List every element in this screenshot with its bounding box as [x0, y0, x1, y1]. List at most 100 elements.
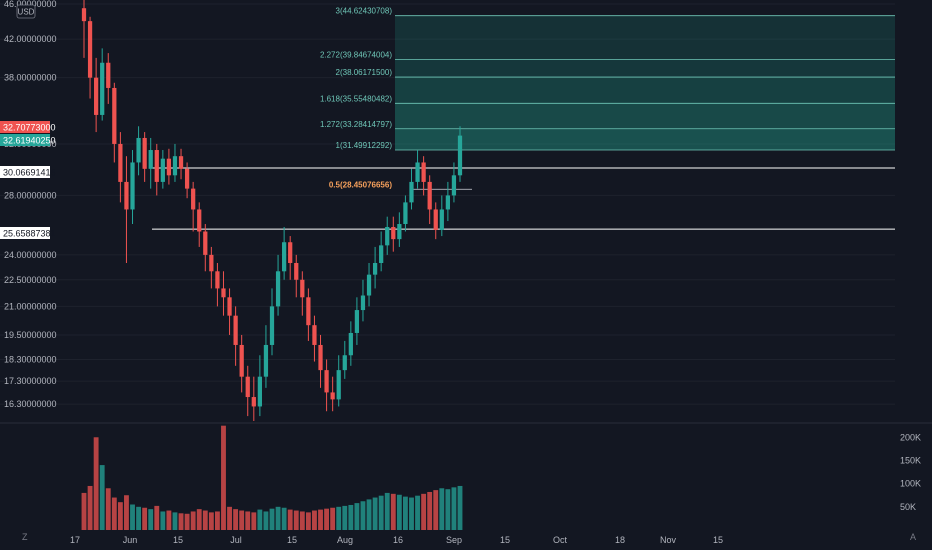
candle-body [342, 355, 347, 371]
candle-body [166, 158, 172, 176]
candle-body [148, 150, 153, 169]
candle-body [251, 397, 256, 407]
candle-body [439, 209, 444, 230]
candle-body [221, 288, 226, 298]
volume-bar [318, 509, 323, 530]
volume-bar [87, 485, 93, 530]
time-tick-label: 17 [70, 535, 80, 545]
candle-body [294, 262, 299, 280]
time-tick-label: Jun [123, 535, 138, 545]
fib-level-label: 1.272(33.28414797) [320, 120, 392, 129]
candle-body [233, 315, 238, 345]
volume-bar [111, 497, 117, 530]
price-tag-label: 32.70773000 [3, 123, 56, 133]
fibonacci-extension-zones[interactable] [395, 15, 895, 190]
volume-bar [396, 494, 402, 530]
candle-body [427, 181, 432, 210]
volume-series [81, 425, 463, 530]
fib-level-label: 1.618(35.55480482) [320, 94, 392, 103]
time-tick-label: 18 [615, 535, 625, 545]
price-tick-label: 38.00000000 [4, 73, 57, 83]
volume-bar [421, 493, 427, 530]
volume-bar [348, 504, 354, 530]
volume-bar [372, 497, 378, 530]
candle-body [360, 295, 366, 311]
candle-body [172, 156, 178, 176]
candle-body [397, 224, 402, 240]
volume-bar [202, 510, 208, 530]
candle-body [257, 376, 262, 407]
volume-tick-label: 150K [900, 455, 921, 465]
price-tag-box [0, 166, 50, 178]
candle-body [282, 242, 287, 272]
volume-bar [330, 507, 336, 530]
candle-body [160, 158, 165, 182]
time-tick-label: Sep [446, 535, 462, 545]
candle-body [239, 344, 244, 377]
volume-bar [354, 503, 360, 530]
candle-body [354, 310, 360, 333]
volume-bar [451, 487, 457, 530]
volume-bar [239, 510, 245, 530]
fib-level-label: 3(44.62430708) [336, 7, 393, 16]
volume-bar [336, 506, 342, 530]
zoom-icon[interactable]: Z [22, 532, 28, 542]
volume-bar [366, 499, 372, 530]
candle-body [336, 370, 341, 400]
candle-body [136, 137, 141, 163]
volume-bar [93, 437, 99, 530]
time-tick-label: 15 [713, 535, 723, 545]
volume-bar [457, 485, 463, 530]
currency-badge: USD [16, 4, 36, 19]
fib-level-label: 2(38.06171500) [336, 68, 393, 77]
volume-bar [245, 511, 251, 530]
candle-body [209, 254, 214, 272]
volume-bar [402, 496, 408, 530]
volume-bar [105, 488, 111, 530]
candle-body [100, 62, 105, 115]
fib-zone [395, 128, 895, 151]
volume-bar [293, 510, 299, 530]
candle-body [154, 150, 159, 182]
candle-body [191, 188, 196, 210]
time-tick-label: 15 [287, 535, 297, 545]
fib-level-label: 1(31.49912292) [336, 141, 393, 150]
candle-body [324, 370, 329, 393]
fib-zone [395, 103, 895, 129]
time-axis[interactable]: 17 Jun 15 Jul 15 Aug 16 Sep 15 Oct 18 Nov 15 [70, 535, 723, 545]
candlestick-series [81, 0, 463, 421]
volume-tick-label: 200K [900, 432, 921, 442]
fib-zone [395, 77, 895, 104]
fib-zone [395, 59, 895, 78]
candle-body [403, 202, 408, 225]
candle-body [197, 209, 202, 232]
volume-bar [81, 492, 87, 530]
candle-body [275, 271, 281, 307]
auto-scale-toggle[interactable]: A [910, 532, 917, 542]
candle-body [421, 162, 426, 182]
volume-bar [148, 509, 154, 530]
candle-body [124, 181, 129, 210]
candle-body [348, 332, 353, 356]
volume-bar [342, 505, 348, 530]
price-tag-box [0, 121, 50, 133]
horizontal-levels[interactable] [152, 167, 895, 230]
candle-body [263, 344, 269, 377]
time-tick-label: 16 [393, 535, 403, 545]
fib-level-label: 2.272(39.84674004) [320, 50, 392, 59]
candle-body [142, 137, 147, 169]
candle-body [81, 8, 87, 22]
candle-body [227, 297, 232, 316]
volume-bar [221, 425, 226, 530]
price-tick-label: 46.00000000 [4, 0, 57, 9]
volume-bar [263, 511, 269, 530]
fib-level-label: 0.5(28.45076656) [329, 180, 393, 189]
candle-body [372, 262, 378, 275]
candle-body [391, 226, 396, 240]
volume-bar [281, 507, 287, 530]
volume-bar [233, 509, 239, 530]
candle-body [87, 21, 93, 78]
time-tick-label: Jul [230, 535, 242, 545]
